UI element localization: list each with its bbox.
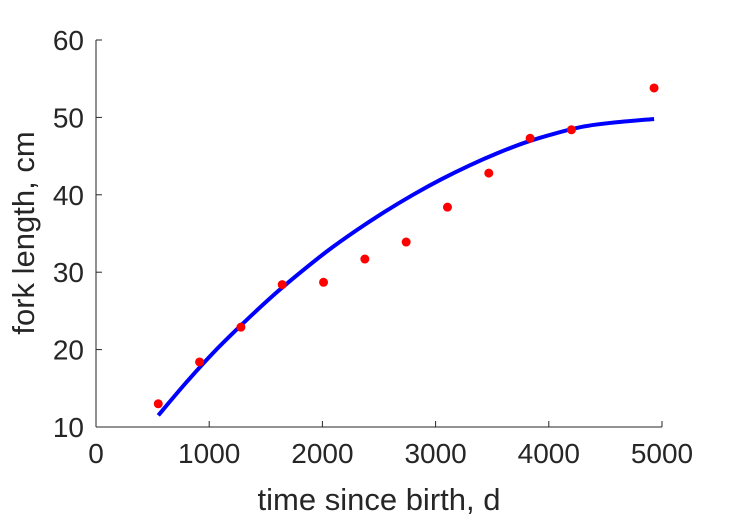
data-point [360, 254, 370, 264]
data-points [153, 83, 659, 409]
x-tick-label: 4000 [518, 438, 580, 469]
y-tick-label: 30 [53, 257, 84, 288]
y-tick-label: 50 [53, 102, 84, 133]
data-point [566, 125, 576, 135]
fit-curve-group [156, 116, 655, 417]
y-tick-label: 40 [53, 180, 84, 211]
x-tick-label: 2000 [291, 438, 353, 469]
fit-curve [156, 116, 655, 417]
data-point [236, 322, 246, 332]
x-tick-label: 0 [88, 438, 104, 469]
data-point [484, 168, 494, 178]
data-point [153, 399, 163, 409]
axes [95, 40, 662, 428]
data-point [649, 83, 659, 93]
x-axis-label: time since birth, d [258, 482, 501, 517]
data-point [277, 280, 287, 290]
data-point [195, 357, 205, 367]
y-ticks: 10 20 30 40 50 60 [53, 25, 102, 443]
y-axis-label: fork length, cm [6, 131, 41, 334]
y-tick-label: 10 [53, 412, 84, 443]
data-point [525, 133, 535, 143]
x-tick-label: 1000 [178, 438, 240, 469]
x-tick-label: 3000 [404, 438, 466, 469]
x-ticks: 0 1000 2000 3000 4000 5000 [88, 421, 693, 469]
y-tick-label: 60 [53, 25, 84, 56]
data-point [401, 237, 411, 247]
data-point [319, 277, 329, 287]
data-point [442, 202, 452, 212]
x-tick-label: 5000 [631, 438, 693, 469]
y-tick-label: 20 [53, 335, 84, 366]
